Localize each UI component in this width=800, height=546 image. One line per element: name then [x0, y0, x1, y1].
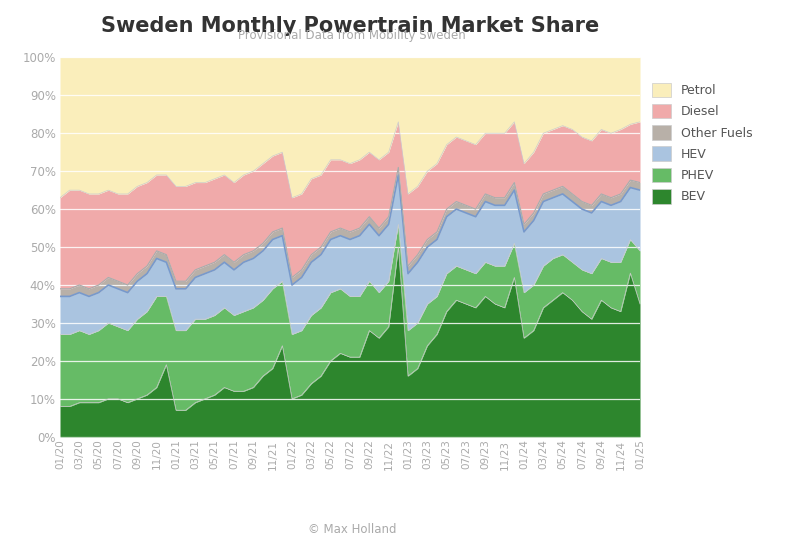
Text: Provisional Data from Mobility Sweden: Provisional Data from Mobility Sweden: [238, 29, 466, 42]
Legend: Petrol, Diesel, Other Fuels, HEV, PHEV, BEV: Petrol, Diesel, Other Fuels, HEV, PHEV, …: [652, 82, 753, 204]
Title: Sweden Monthly Powertrain Market Share: Sweden Monthly Powertrain Market Share: [101, 16, 599, 37]
Text: © Max Holland: © Max Holland: [308, 523, 396, 536]
